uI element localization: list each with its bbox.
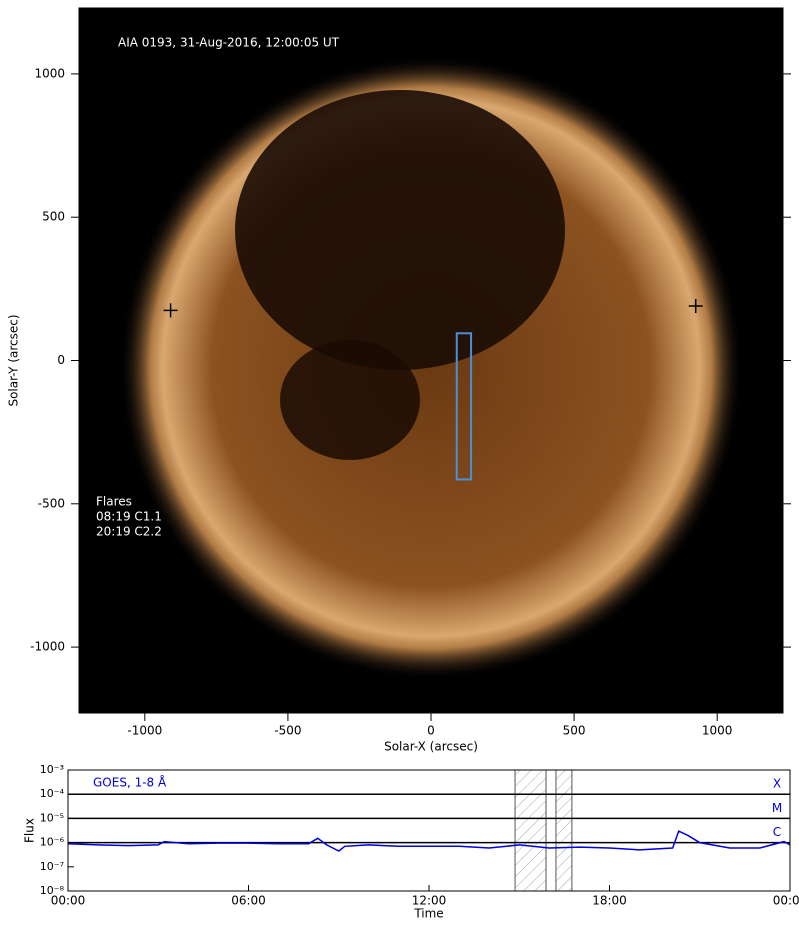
x-tick-label: -500	[274, 724, 301, 738]
shaded-interval	[514, 769, 547, 892]
annotation: 08:19 C1.1	[96, 510, 162, 524]
image-title: AIA 0193, 31-Aug-2016, 12:00:05 UT	[118, 36, 340, 50]
region-box	[455, 332, 473, 481]
y-tick-label: -1000	[30, 640, 65, 654]
flux-line	[67, 830, 791, 852]
coronal-hole	[235, 90, 565, 370]
x-tick-label: 00:00	[773, 894, 799, 908]
y-tick-label: 10⁻⁶	[40, 836, 65, 849]
threshold-label: C	[773, 825, 781, 839]
y-axis-label: Solar-Y (arcsec)	[7, 314, 21, 406]
y-tick-label: 1000	[34, 66, 65, 80]
y-tick-label: 10⁻³	[40, 763, 64, 776]
x-axis-label: Solar-X (arcsec)	[384, 740, 478, 754]
annotation: Flares	[96, 495, 132, 509]
chart-title: GOES, 1-8 Å	[93, 775, 167, 790]
y-tick-label: -500	[38, 496, 65, 510]
y-tick-label: 10⁻⁸	[40, 884, 65, 897]
x-tick-label: 500	[563, 724, 586, 738]
y-tick-label: 10⁻⁴	[40, 787, 65, 800]
y-tick-label: 0	[57, 353, 65, 367]
x-tick-label: 12:00	[412, 894, 447, 908]
marker-cross	[163, 303, 178, 318]
marker-cross	[688, 299, 703, 314]
x-tick-label: 00:00	[51, 894, 86, 908]
y-axis-label: Flux	[23, 818, 37, 843]
annotation: 20:19 C2.2	[96, 525, 162, 539]
y-tick-label: 10⁻⁵	[40, 811, 64, 824]
threshold-label: X	[773, 777, 781, 791]
y-tick-label: 500	[42, 210, 65, 224]
x-tick-label: 1000	[702, 724, 733, 738]
y-tick-label: 10⁻⁷	[40, 860, 64, 873]
x-tick-label: 18:00	[592, 894, 627, 908]
threshold-label: M	[772, 801, 782, 815]
x-tick-label: 0	[427, 724, 435, 738]
shaded-interval	[555, 769, 573, 892]
axes-frame	[67, 769, 791, 892]
x-tick-label: -1000	[127, 724, 162, 738]
coronal-hole	[280, 340, 420, 460]
x-axis-label: Time	[413, 907, 443, 921]
x-tick-label: 06:00	[231, 894, 266, 908]
